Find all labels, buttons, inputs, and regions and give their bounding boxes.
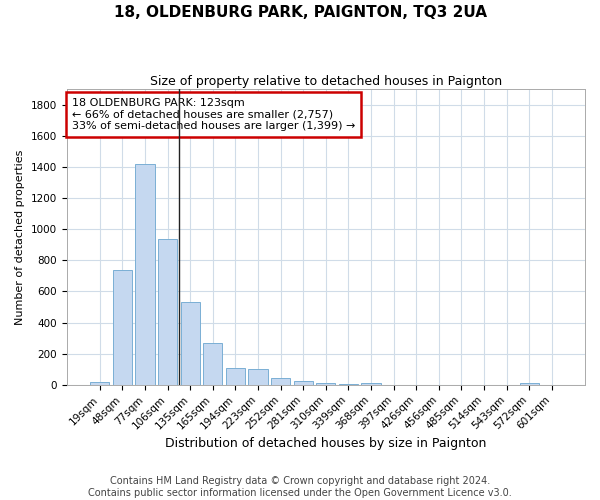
- X-axis label: Distribution of detached houses by size in Paignton: Distribution of detached houses by size …: [165, 437, 487, 450]
- Bar: [113, 270, 132, 385]
- Bar: [520, 382, 539, 385]
- Y-axis label: Number of detached properties: Number of detached properties: [15, 150, 25, 324]
- Text: 18 OLDENBURG PARK: 123sqm
← 66% of detached houses are smaller (2,757)
33% of se: 18 OLDENBURG PARK: 123sqm ← 66% of detac…: [72, 98, 355, 131]
- Bar: [293, 380, 313, 385]
- Bar: [203, 343, 223, 385]
- Bar: [361, 384, 380, 385]
- Bar: [316, 382, 335, 385]
- Bar: [136, 164, 155, 385]
- Text: Contains HM Land Registry data © Crown copyright and database right 2024.
Contai: Contains HM Land Registry data © Crown c…: [88, 476, 512, 498]
- Bar: [248, 370, 268, 385]
- Bar: [181, 302, 200, 385]
- Text: 18, OLDENBURG PARK, PAIGNTON, TQ3 2UA: 18, OLDENBURG PARK, PAIGNTON, TQ3 2UA: [113, 5, 487, 20]
- Bar: [158, 240, 177, 385]
- Title: Size of property relative to detached houses in Paignton: Size of property relative to detached ho…: [150, 75, 502, 88]
- Bar: [271, 378, 290, 385]
- Bar: [226, 368, 245, 385]
- Bar: [339, 384, 358, 385]
- Bar: [90, 382, 109, 385]
